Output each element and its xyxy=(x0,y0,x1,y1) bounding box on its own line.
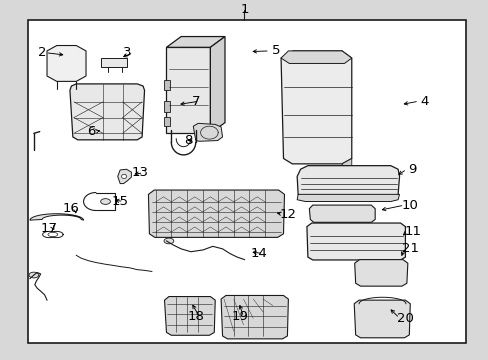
Text: 15: 15 xyxy=(111,195,128,208)
Polygon shape xyxy=(170,96,183,123)
Text: 5: 5 xyxy=(271,44,280,57)
Bar xyxy=(163,117,169,126)
Ellipse shape xyxy=(163,238,173,244)
Text: 6: 6 xyxy=(86,125,95,138)
Polygon shape xyxy=(281,51,351,63)
Text: 14: 14 xyxy=(250,247,267,260)
Text: 16: 16 xyxy=(63,202,80,215)
Text: 11: 11 xyxy=(404,225,420,238)
Polygon shape xyxy=(297,166,399,198)
Text: 4: 4 xyxy=(420,95,428,108)
Bar xyxy=(163,101,169,112)
Text: 18: 18 xyxy=(187,310,204,324)
Polygon shape xyxy=(221,296,288,339)
Text: 2: 2 xyxy=(38,46,46,59)
Text: 10: 10 xyxy=(401,199,418,212)
Text: 3: 3 xyxy=(123,46,131,59)
Ellipse shape xyxy=(122,174,126,179)
Polygon shape xyxy=(210,37,224,134)
Polygon shape xyxy=(281,51,351,164)
Polygon shape xyxy=(297,194,399,202)
Text: 1: 1 xyxy=(240,3,248,16)
Ellipse shape xyxy=(48,232,58,237)
Text: 17: 17 xyxy=(41,222,58,235)
Polygon shape xyxy=(193,123,222,141)
Bar xyxy=(163,80,169,90)
Polygon shape xyxy=(306,223,405,260)
Text: 7: 7 xyxy=(191,95,200,108)
Polygon shape xyxy=(309,205,374,222)
Polygon shape xyxy=(30,214,83,220)
Text: 19: 19 xyxy=(231,310,247,324)
Ellipse shape xyxy=(101,199,110,204)
Polygon shape xyxy=(354,260,407,286)
Polygon shape xyxy=(341,158,351,173)
Polygon shape xyxy=(118,169,131,184)
Ellipse shape xyxy=(29,272,39,278)
Bar xyxy=(101,58,127,67)
Polygon shape xyxy=(164,297,215,335)
Polygon shape xyxy=(47,45,86,81)
Polygon shape xyxy=(353,300,409,338)
Polygon shape xyxy=(70,84,144,140)
Text: 12: 12 xyxy=(279,208,296,221)
Polygon shape xyxy=(166,47,210,134)
Text: 13: 13 xyxy=(131,166,148,179)
Text: 20: 20 xyxy=(396,311,413,325)
Text: 21: 21 xyxy=(401,242,418,255)
Polygon shape xyxy=(166,37,224,47)
Text: 9: 9 xyxy=(407,163,416,176)
Polygon shape xyxy=(148,190,284,237)
Text: 8: 8 xyxy=(184,134,192,147)
